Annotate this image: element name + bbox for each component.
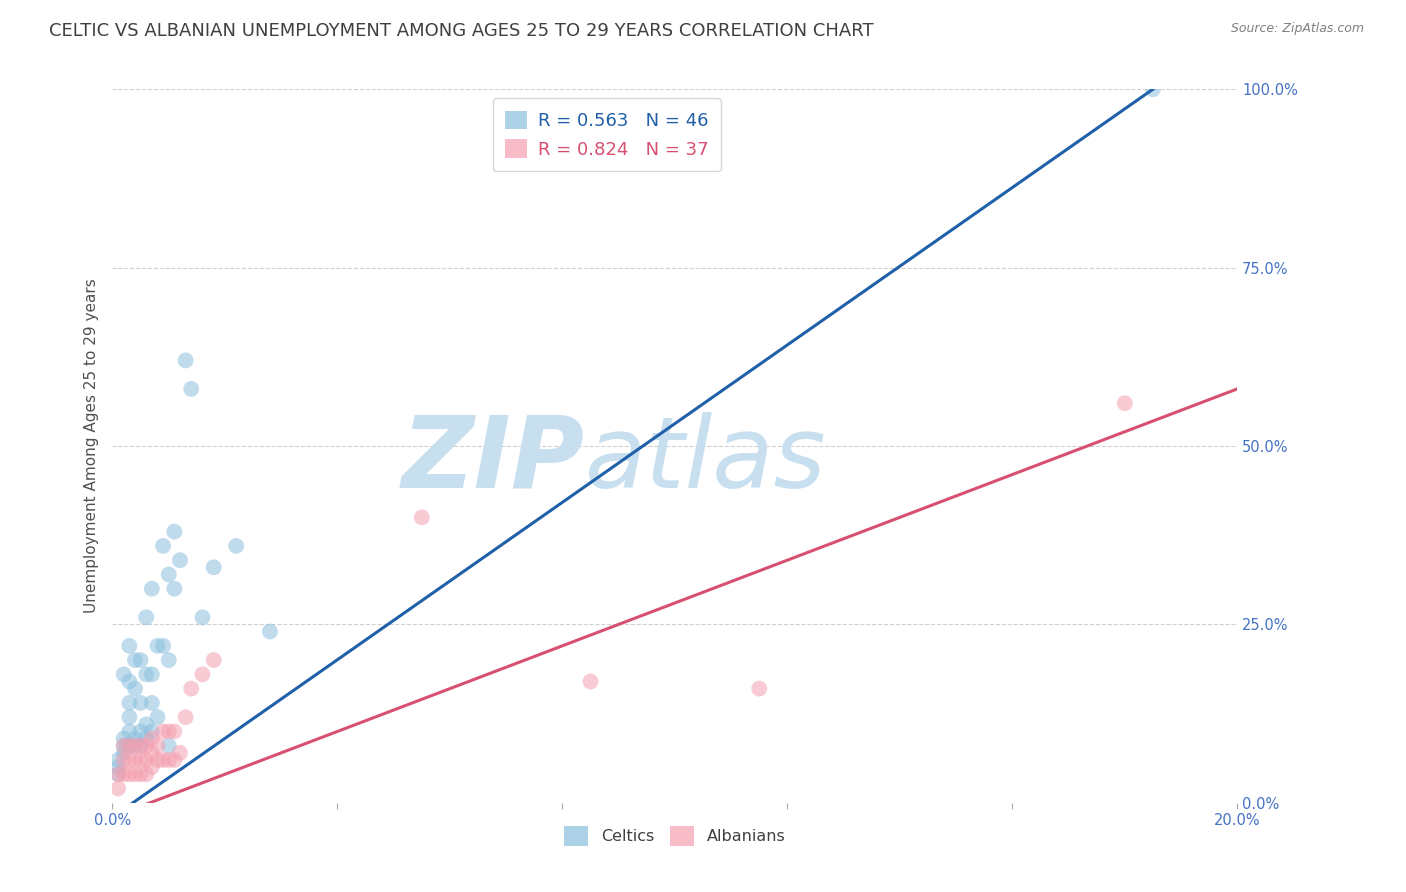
Point [135, 753, 157, 767]
Point [112, 731, 135, 746]
Point [118, 639, 141, 653]
Point [141, 731, 163, 746]
Point [259, 624, 281, 639]
Point [129, 753, 152, 767]
Point [135, 739, 157, 753]
Point [124, 653, 146, 667]
Point [163, 524, 186, 539]
Text: atlas: atlas [585, 412, 827, 508]
Point [112, 767, 135, 781]
Y-axis label: Unemployment Among Ages 25 to 29 years: Unemployment Among Ages 25 to 29 years [84, 278, 100, 614]
Point [129, 696, 152, 710]
Point [146, 710, 169, 724]
Point [118, 753, 141, 767]
Point [118, 767, 141, 781]
Point [107, 767, 129, 781]
Point [135, 767, 157, 781]
Point [135, 717, 157, 731]
Point [202, 560, 225, 574]
Point [411, 510, 433, 524]
Point [174, 710, 197, 724]
Point [146, 739, 169, 753]
Point [152, 539, 174, 553]
Point [118, 739, 141, 753]
Point [141, 724, 163, 739]
Point [152, 724, 174, 739]
Point [124, 731, 146, 746]
Point [169, 553, 191, 567]
Point [146, 753, 169, 767]
Point [118, 696, 141, 710]
Point [107, 753, 129, 767]
Point [112, 739, 135, 753]
Point [129, 653, 152, 667]
Point [157, 753, 180, 767]
Point [1142, 82, 1164, 96]
Point [191, 667, 214, 681]
Point [157, 724, 180, 739]
Point [129, 724, 152, 739]
Point [118, 710, 141, 724]
Point [141, 667, 163, 681]
Point [157, 567, 180, 582]
Point [748, 681, 770, 696]
Point [141, 760, 163, 774]
Point [129, 739, 152, 753]
Point [579, 674, 602, 689]
Point [112, 753, 135, 767]
Point [124, 739, 146, 753]
Point [163, 753, 186, 767]
Point [124, 767, 146, 781]
Point [107, 760, 129, 774]
Point [191, 610, 214, 624]
Point [124, 753, 146, 767]
Point [118, 739, 141, 753]
Point [135, 667, 157, 681]
Point [1114, 396, 1136, 410]
Point [174, 353, 197, 368]
Text: Source: ZipAtlas.com: Source: ZipAtlas.com [1230, 22, 1364, 36]
Point [141, 582, 163, 596]
Point [112, 739, 135, 753]
Point [135, 731, 157, 746]
Point [124, 681, 146, 696]
Point [169, 746, 191, 760]
Point [135, 610, 157, 624]
Point [107, 781, 129, 796]
Point [152, 753, 174, 767]
Point [141, 696, 163, 710]
Point [112, 746, 135, 760]
Point [118, 674, 141, 689]
Legend: Celtics, Albanians: Celtics, Albanians [558, 820, 792, 852]
Point [124, 739, 146, 753]
Point [129, 739, 152, 753]
Point [129, 767, 152, 781]
Point [118, 724, 141, 739]
Point [141, 746, 163, 760]
Text: ZIP: ZIP [402, 412, 585, 508]
Point [152, 639, 174, 653]
Point [112, 667, 135, 681]
Point [146, 639, 169, 653]
Point [163, 724, 186, 739]
Point [202, 653, 225, 667]
Text: CELTIC VS ALBANIAN UNEMPLOYMENT AMONG AGES 25 TO 29 YEARS CORRELATION CHART: CELTIC VS ALBANIAN UNEMPLOYMENT AMONG AG… [49, 22, 875, 40]
Point [225, 539, 247, 553]
Point [157, 653, 180, 667]
Point [107, 767, 129, 781]
Point [180, 382, 202, 396]
Point [157, 739, 180, 753]
Point [163, 582, 186, 596]
Point [180, 681, 202, 696]
